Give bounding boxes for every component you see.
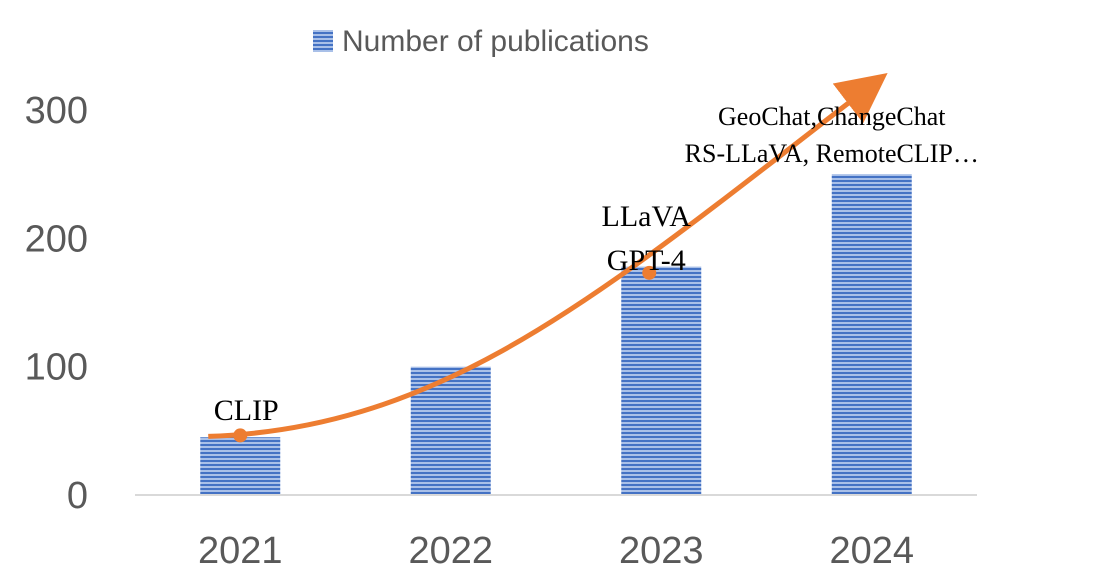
bar-2021 (200, 437, 281, 495)
trend-curve (208, 72, 888, 439)
annotation-label: GPT-4 (607, 244, 686, 277)
legend-label: Number of publications (342, 25, 649, 58)
x-tick-label: 2021 (198, 530, 283, 572)
y-tick-label: 0 (67, 475, 88, 517)
y-tick-label: 100 (25, 347, 88, 389)
y-axis-ticks: 0 100 200 300 (25, 90, 88, 517)
x-tick-label: 2022 (408, 530, 493, 572)
legend: Number of publications (313, 25, 649, 58)
bar-2022 (410, 366, 491, 495)
trend-dot-2023 (642, 265, 657, 280)
y-tick-label: 200 (25, 218, 88, 260)
trend-arrow (208, 72, 888, 443)
x-tick-label: 2024 (829, 530, 914, 572)
annotation-label: CLIP (214, 394, 279, 427)
annotations: CLIP LLaVA GPT-4 GeoChat,ChangeChat RS-LLaVA… (214, 102, 979, 427)
bars (200, 174, 912, 495)
legend-swatch (313, 30, 333, 52)
trend-dot-2021 (233, 428, 248, 443)
x-axis-ticks: 2021 2022 2023 2024 (198, 530, 914, 572)
annotation-label: LLaVA (602, 200, 692, 233)
y-tick-label: 300 (25, 90, 88, 132)
annotation-label: GeoChat,ChangeChat (718, 102, 946, 131)
bar-2024 (831, 174, 912, 495)
annotation-label: RS-LLaVA, RemoteCLIP… (685, 139, 979, 168)
x-tick-label: 2023 (619, 530, 704, 572)
bar-2023 (621, 266, 702, 495)
